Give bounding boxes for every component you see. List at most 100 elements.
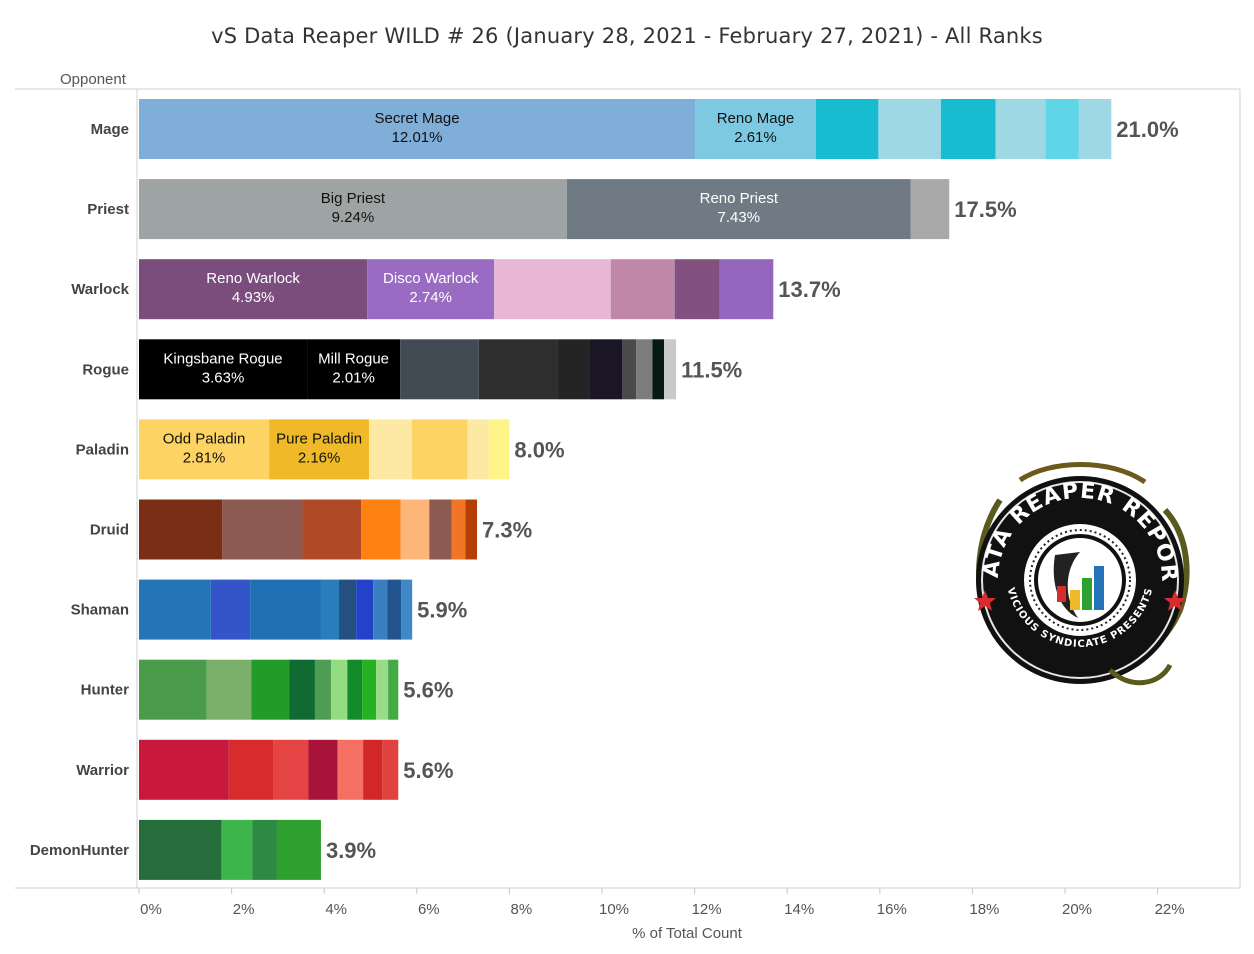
bar-segment[interactable]: [429, 499, 452, 560]
bar-segment[interactable]: [878, 99, 941, 159]
bar-segment[interactable]: [252, 819, 277, 880]
bar-segment[interactable]: [695, 99, 816, 159]
segment-name-label: Pure Paladin: [276, 430, 362, 447]
bar-segment[interactable]: [139, 499, 223, 560]
bar-segment[interactable]: [139, 739, 229, 800]
bar-segment[interactable]: [557, 339, 590, 400]
bar-segment[interactable]: [411, 419, 468, 480]
bar-row-priest: Big Priest 9.24% Reno Priest 7.43% 17.5%: [139, 179, 1017, 240]
bar-segment[interactable]: [139, 659, 207, 720]
bar-row-demonhunter: 3.9%: [139, 819, 376, 880]
category-label: Paladin: [76, 441, 129, 458]
bar-segment[interactable]: [589, 339, 623, 400]
x-tick-label: 2%: [233, 901, 255, 918]
bar-segment[interactable]: [940, 99, 996, 159]
bar-segment[interactable]: [995, 99, 1046, 159]
bar-segment[interactable]: [139, 259, 368, 320]
bar-segment[interactable]: [222, 499, 303, 560]
bar-segment[interactable]: [566, 179, 911, 240]
bar-segment[interactable]: [467, 419, 489, 480]
total-value-label: 11.5%: [681, 357, 742, 382]
total-value-label: 21.0%: [1116, 117, 1178, 142]
bar-segment[interactable]: [308, 739, 338, 800]
bar-segment[interactable]: [674, 259, 720, 320]
bar-segment[interactable]: [815, 99, 879, 159]
x-tick-label: 16%: [877, 901, 907, 918]
bar-segment[interactable]: [373, 579, 388, 640]
bar-segment[interactable]: [465, 499, 477, 560]
segment-name-label: Reno Priest: [700, 190, 779, 207]
x-tick-label: 8%: [511, 901, 533, 918]
x-tick-label: 10%: [599, 901, 629, 918]
bar-segment[interactable]: [276, 819, 321, 880]
bar-segment[interactable]: [400, 339, 479, 400]
bar-segment[interactable]: [719, 259, 774, 320]
bar-segment[interactable]: [139, 819, 222, 880]
category-label: Warlock: [71, 281, 129, 298]
segment-name-label: Kingsbane Rogue: [163, 350, 282, 367]
bar-segment[interactable]: [250, 579, 321, 640]
bar-segment[interactable]: [494, 259, 611, 320]
x-tick-label: 20%: [1062, 901, 1092, 918]
bar-segment[interactable]: [362, 659, 377, 720]
bar-segment[interactable]: [387, 579, 402, 640]
total-value-label: 5.9%: [417, 598, 467, 623]
segment-name-label: Secret Mage: [375, 110, 460, 127]
bar-segment[interactable]: [139, 339, 308, 400]
bar-segment[interactable]: [369, 419, 412, 480]
bar-segment[interactable]: [910, 179, 950, 240]
bar-segment[interactable]: [347, 659, 363, 720]
bar-segment[interactable]: [228, 739, 274, 800]
bar-segment[interactable]: [610, 259, 675, 320]
bar-segment[interactable]: [361, 499, 401, 560]
bar-segment[interactable]: [307, 339, 401, 400]
bar-segment[interactable]: [382, 739, 399, 800]
total-value-label: 5.6%: [403, 758, 453, 783]
bar-segment[interactable]: [400, 499, 430, 560]
bar-segment[interactable]: [251, 659, 290, 720]
x-tick-label: 0%: [140, 901, 162, 918]
bar-segment[interactable]: [652, 339, 665, 400]
bar-segment[interactable]: [376, 659, 389, 720]
bar-segment[interactable]: [388, 659, 399, 720]
bar-segment[interactable]: [139, 179, 567, 240]
bar-segment[interactable]: [636, 339, 653, 400]
bar-segment[interactable]: [664, 339, 677, 400]
bar-segment[interactable]: [221, 819, 253, 880]
bar-segment[interactable]: [206, 659, 252, 720]
bar-segment[interactable]: [1078, 99, 1112, 159]
chart-title: vS Data Reaper WILD # 26 (January 28, 20…: [211, 24, 1043, 48]
segment-name-label: Reno Warlock: [206, 270, 300, 287]
bar-segment[interactable]: [367, 259, 495, 320]
category-label: Shaman: [71, 602, 129, 619]
bar-segment[interactable]: [210, 579, 251, 640]
bar-segment[interactable]: [302, 499, 362, 560]
bar-segment[interactable]: [139, 579, 211, 640]
bar-segment[interactable]: [339, 579, 357, 640]
bar-segment[interactable]: [488, 419, 510, 480]
bar-segment[interactable]: [622, 339, 637, 400]
bar-segment[interactable]: [363, 739, 383, 800]
bar-segment[interactable]: [139, 99, 696, 159]
segment-value-label: 4.93%: [232, 289, 275, 306]
total-value-label: 13.7%: [778, 277, 840, 302]
bar-segment[interactable]: [478, 339, 558, 400]
category-labels: Mage Priest Warlock Rogue Paladin Druid Shaman…: [30, 121, 130, 859]
bar-segment[interactable]: [139, 419, 270, 480]
bar-segment[interactable]: [269, 419, 370, 480]
bar-segment[interactable]: [451, 499, 466, 560]
bar-row-warrior: 5.6%: [139, 739, 453, 800]
bar-segment[interactable]: [320, 579, 340, 640]
segment-value-label: 2.81%: [183, 449, 226, 466]
bar-segment[interactable]: [289, 659, 315, 720]
bar-segment[interactable]: [401, 579, 413, 640]
bar-segment[interactable]: [356, 579, 374, 640]
x-tick-label: 18%: [969, 901, 999, 918]
data-reaper-logo: DATA REAPER REPORT VICIOUS SYNDICATE PRE…: [960, 440, 1190, 686]
bar-segment[interactable]: [337, 739, 364, 800]
bar-segment[interactable]: [273, 739, 309, 800]
bar-segment[interactable]: [331, 659, 348, 720]
bar-segment[interactable]: [1045, 99, 1079, 159]
bar-segment[interactable]: [314, 659, 332, 720]
